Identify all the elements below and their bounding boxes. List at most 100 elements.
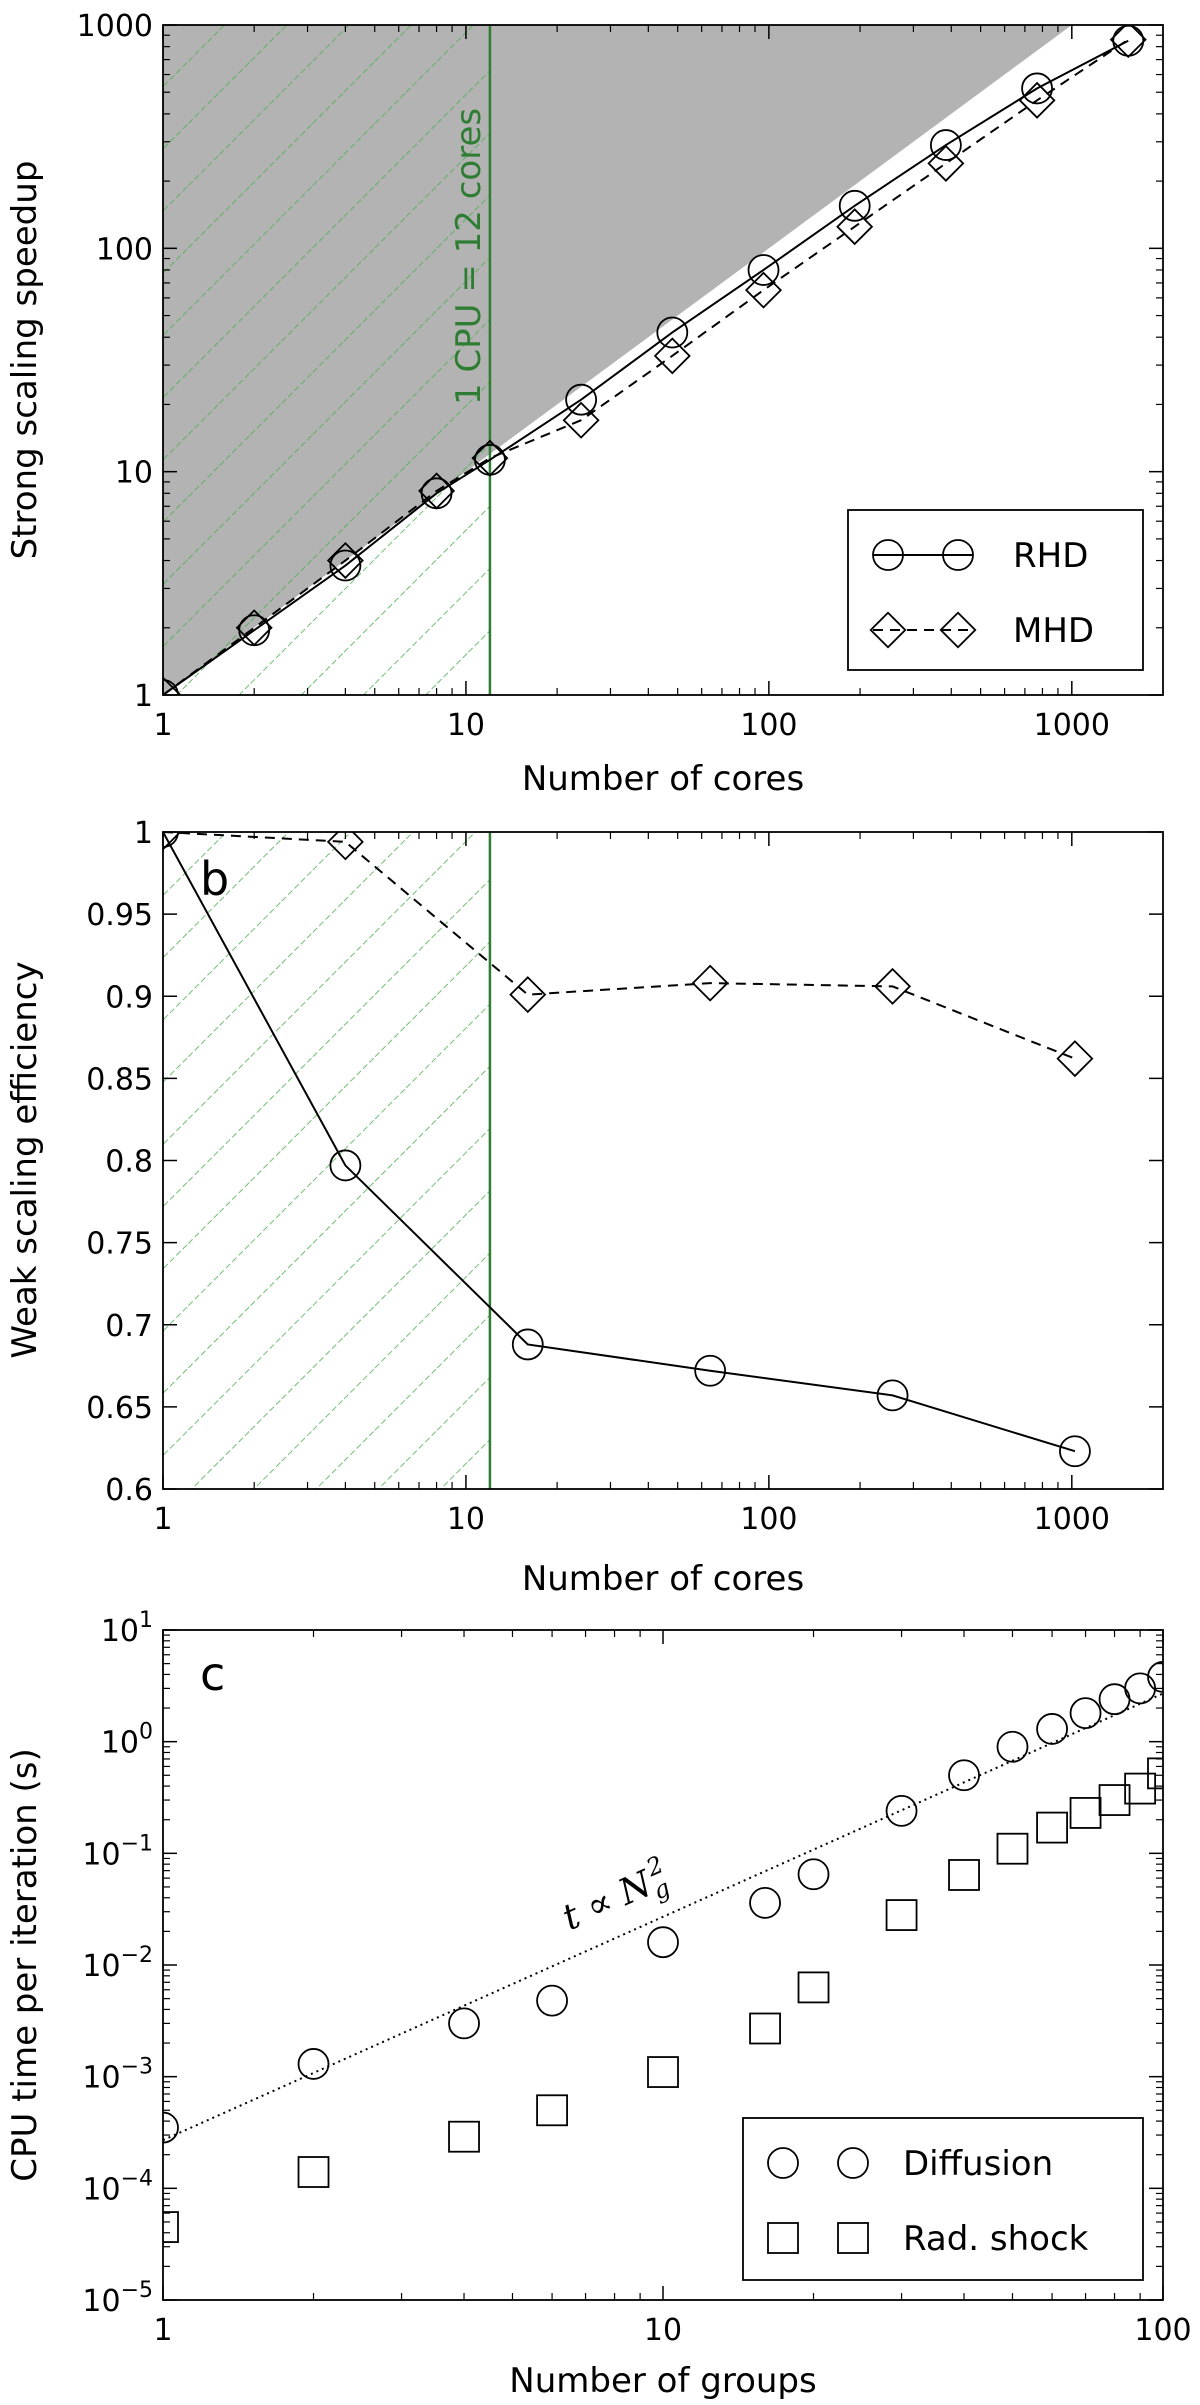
- series-rad-shock-point: [536, 2094, 568, 2127]
- series-mhd-line: [163, 38, 1129, 695]
- series-rhd-point: [694, 1354, 727, 1387]
- one-cpu-label: 1 CPU = 12 cores: [449, 108, 489, 405]
- panel-a-axes: 1 10 100 1000 1 10 100 1000: [77, 9, 1164, 743]
- series-diffusion-point: [797, 1858, 830, 1891]
- legend-marker: [939, 611, 977, 649]
- y-tick-label: 0.95: [86, 898, 153, 933]
- panel-c-legend: Diffusion Rad. shock: [742, 2117, 1144, 2281]
- x-tick-label: 1000: [1034, 1502, 1110, 1537]
- legend-label: RHD: [1013, 536, 1088, 576]
- x-tick-label: 100: [1134, 2313, 1191, 2348]
- panel-b-axes: 1 10 100 1000 0.6 0.65 0.7 0.75 0.8 0.85 0.9 0.95 1: [86, 816, 1164, 1537]
- series-mhd-point: [874, 967, 912, 1005]
- x-tick-label: 10: [644, 2313, 682, 2348]
- x-tick-label: 1: [153, 708, 172, 743]
- plot-frame: [162, 831, 1164, 1490]
- series-rad-shock-point: [1036, 1811, 1068, 1844]
- series-mhd-point: [1018, 81, 1056, 119]
- series-rhd-point: [747, 254, 780, 286]
- series-mhd-line: [163, 832, 1076, 1060]
- legend-marker: [767, 2222, 799, 2254]
- series-diffusion-point: [1069, 1697, 1102, 1730]
- series-mhd-point: [1109, 25, 1147, 59]
- y-tick-label: 0.9: [105, 980, 153, 1015]
- panel-c-axes: 1 10 100 10−5 10−4 10−3 10−2 10−1 100 101: [82, 1608, 1191, 2348]
- y-tick-label: 101: [101, 1608, 153, 1649]
- series-diffusion-point: [948, 1759, 980, 1792]
- x-tick-label: 1000: [1034, 708, 1110, 743]
- series-diffusion-point: [448, 2007, 480, 2040]
- series-rhd-point: [565, 383, 598, 416]
- series-diffusion-point: [536, 1984, 568, 2017]
- panel-b-xlabel: Number of cores: [522, 1559, 804, 1599]
- panel-a-ylabel: Strong scaling speedup: [5, 161, 45, 560]
- series-rad-shock-point: [163, 2211, 179, 2243]
- series-rhd-point: [511, 1328, 544, 1361]
- series-rad-shock-point: [885, 1899, 918, 1931]
- y-tick-label: 1: [134, 679, 153, 714]
- series-rad-shock-point: [297, 2156, 330, 2188]
- fit-label: t ∝ Ng2: [554, 1850, 677, 1943]
- series-diffusion-point: [647, 1926, 679, 1959]
- series-mhd-point: [163, 676, 182, 695]
- series-diffusion-point: [1036, 1713, 1068, 1745]
- y-tick-label: 0.85: [86, 1062, 153, 1097]
- y-tick-label: 0.75: [86, 1227, 153, 1262]
- series-mhd-point: [653, 337, 691, 375]
- legend-marker: [872, 539, 904, 571]
- y-tick-label: 0.65: [86, 1391, 153, 1426]
- series-rad-shock-point: [1098, 1784, 1131, 1816]
- fit-line: [163, 1692, 1163, 2142]
- series-rhd-point: [656, 316, 689, 349]
- legend-marker: [837, 2222, 869, 2254]
- panel-c-letter: c: [200, 1647, 225, 1701]
- series-diffusion-point: [996, 1730, 1029, 1763]
- series-mhd-point: [326, 542, 364, 580]
- series-rad-shock-point: [1069, 1797, 1102, 1829]
- series-rad-shock-point: [448, 2120, 480, 2153]
- x-tick-label: 100: [740, 1502, 797, 1537]
- y-tick-label: 100: [96, 232, 153, 267]
- legend-box: [847, 509, 1144, 671]
- legend-box: [742, 2117, 1144, 2281]
- panel-b-plot-area: [163, 832, 1094, 1489]
- panel-c-xlabel: Number of groups: [509, 2361, 816, 2401]
- panel-a-plot-area: [163, 25, 1147, 695]
- series-rad-shock-point: [996, 1832, 1029, 1865]
- series-rad-shock-point: [647, 2056, 679, 2088]
- series-rhd-line: [163, 39, 1129, 695]
- series-rhd-point: [329, 549, 362, 582]
- x-tick-label: 10: [447, 1502, 485, 1537]
- series-rad-shock-point: [749, 2012, 781, 2045]
- series-mhd-point: [509, 976, 547, 1014]
- series-rad-shock-point: [948, 1859, 980, 1891]
- series-mhd-point: [326, 832, 364, 861]
- series-rhd-point: [876, 1379, 909, 1412]
- panel-a-xlabel: Number of cores: [522, 759, 804, 799]
- series-diffusion-point: [163, 2111, 179, 2144]
- y-tick-label: 1000: [77, 9, 153, 44]
- series-mhd-point: [471, 439, 509, 477]
- legend-label: Rad. shock: [903, 2219, 1089, 2259]
- series-diffusion-point: [297, 2048, 330, 2080]
- plot-frame: [162, 1629, 1164, 2301]
- y-tick-label: 10−3: [82, 2055, 153, 2096]
- series-diffusion-point: [1124, 1672, 1157, 1705]
- series-mhd-point: [691, 964, 729, 1002]
- series-mhd-point: [418, 472, 456, 510]
- series-mhd-point: [1056, 1040, 1094, 1078]
- y-tick-label: 10−2: [82, 1943, 153, 1984]
- panel-b-weak-scaling: Number of cores Weak scaling efficiency …: [5, 852, 804, 1599]
- panel-a-strong-scaling: Number of cores Strong scaling speedup a: [5, 42, 804, 799]
- panel-a-legend: RHD MHD: [847, 509, 1144, 671]
- legend-label: Diffusion: [903, 2144, 1053, 2184]
- x-tick-label: 1: [153, 2313, 172, 2348]
- series-rhd-point: [1021, 72, 1053, 105]
- legend-marker: [837, 2147, 869, 2179]
- series-mhd-point: [836, 208, 874, 246]
- y-tick-label: 0.6: [105, 1473, 153, 1508]
- legend-label: MHD: [1013, 611, 1094, 651]
- series-mhd-point: [927, 144, 965, 182]
- series-rhd-line: [163, 832, 1076, 1453]
